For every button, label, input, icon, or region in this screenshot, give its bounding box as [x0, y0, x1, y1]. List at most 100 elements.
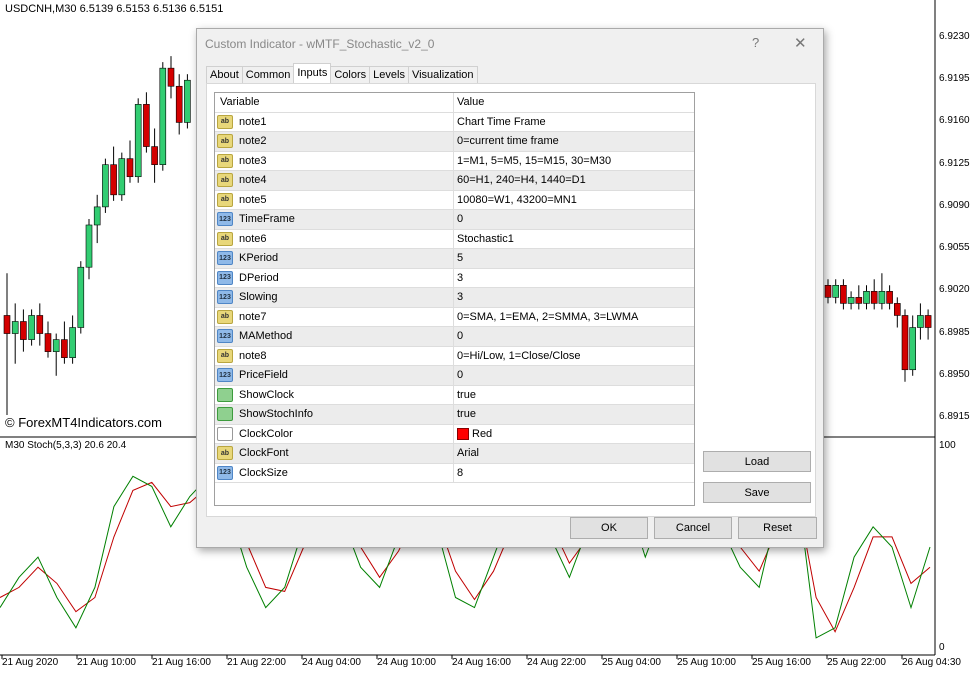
ok-button[interactable]: OK: [570, 517, 648, 539]
value-cell[interactable]: 0=Hi/Low, 1=Close/Close: [454, 350, 581, 362]
bear-candle: [110, 164, 117, 196]
number-type-icon: 123: [217, 251, 233, 266]
variable-name: note1: [239, 115, 267, 128]
bull-candle: [52, 339, 60, 352]
bull-candle: [832, 285, 840, 298]
table-row[interactable]: ab note1 Chart Time Frame: [215, 112, 694, 132]
value-text: Red: [472, 427, 493, 440]
table-row[interactable]: 123 TimeFrame 0: [215, 210, 694, 230]
bull-candle: [847, 297, 855, 304]
stoch-tick-label: 0: [939, 642, 945, 653]
table-row[interactable]: ShowStochInfo true: [215, 405, 694, 425]
number-type-icon: 123: [217, 329, 233, 344]
table-row[interactable]: ShowClock true: [215, 385, 694, 405]
save-button[interactable]: Save: [703, 482, 811, 503]
value-cell[interactable]: Red: [454, 427, 493, 440]
bull-candle: [909, 327, 917, 371]
variable-cell: ab note1: [215, 112, 454, 131]
table-row[interactable]: ab ClockFont Arial: [215, 444, 694, 464]
variable-name: ClockSize: [239, 466, 288, 479]
close-button[interactable]: ✕: [794, 35, 807, 52]
tab-inputs[interactable]: Inputs: [293, 63, 332, 83]
bull-candle: [917, 315, 924, 328]
variable-cell: 123 PriceField: [215, 366, 454, 385]
table-row[interactable]: 123 PriceField 0: [215, 366, 694, 386]
price-tick-label: 6.8985: [939, 326, 970, 338]
table-row[interactable]: ab note8 0=Hi/Low, 1=Close/Close: [215, 346, 694, 366]
value-text: 3: [457, 271, 464, 284]
value-cell[interactable]: true: [454, 408, 476, 420]
value-text: 60=H1, 240=H4, 1440=D1: [457, 174, 586, 187]
value-cell[interactable]: 0: [454, 369, 463, 381]
variable-name: note7: [239, 310, 267, 323]
tab-levels[interactable]: Levels: [369, 66, 409, 83]
variable-cell: ab note7: [215, 307, 454, 326]
bull-candle: [878, 291, 886, 304]
table-row[interactable]: ab note7 0=SMA, 1=EMA, 2=SMMA, 3=LWMA: [215, 307, 694, 327]
value-cell[interactable]: true: [454, 389, 476, 401]
value-text: 10080=W1, 43200=MN1: [457, 193, 577, 206]
price-tick-label: 6.9090: [939, 199, 970, 211]
value-cell[interactable]: 10080=W1, 43200=MN1: [454, 194, 577, 206]
variable-name: ClockFont: [239, 447, 289, 460]
text-type-icon: ab: [217, 134, 233, 149]
variable-cell: ab note3: [215, 151, 454, 170]
value-cell[interactable]: 5: [454, 252, 463, 264]
table-row[interactable]: 123 ClockSize 8: [215, 463, 694, 483]
table-row[interactable]: ab note4 60=H1, 240=H4, 1440=D1: [215, 171, 694, 191]
table-row[interactable]: 123 MAMethod 0: [215, 327, 694, 347]
variable-cell: ShowClock: [215, 385, 454, 404]
value-cell[interactable]: 0: [454, 330, 463, 342]
value-cell[interactable]: 1=M1, 5=M5, 15=M15, 30=M30: [454, 155, 611, 167]
variable-name: PriceField: [239, 369, 288, 382]
variable-cell: 123 ClockSize: [215, 463, 454, 482]
value-text: 0: [457, 369, 464, 382]
variable-name: note8: [239, 349, 267, 362]
tab-about[interactable]: About: [206, 66, 243, 83]
color-swatch[interactable]: [457, 427, 469, 440]
value-cell[interactable]: 8: [454, 467, 463, 479]
value-cell[interactable]: Chart Time Frame: [454, 116, 546, 128]
table-row[interactable]: ab note3 1=M1, 5=M5, 15=M15, 30=M30: [215, 151, 694, 171]
variable-cell: ClockColor: [215, 424, 454, 443]
bull-candle: [863, 291, 870, 304]
value-cell[interactable]: 3: [454, 272, 463, 284]
bull-candle: [93, 206, 101, 226]
price-tick-label: 6.8950: [939, 368, 970, 380]
value-text: Arial: [457, 447, 480, 460]
tab-common[interactable]: Common: [241, 66, 295, 83]
tab-visualization[interactable]: Visualization: [407, 66, 478, 83]
table-row[interactable]: ab note6 Stochastic1: [215, 229, 694, 249]
value-cell[interactable]: Stochastic1: [454, 233, 514, 245]
table-row[interactable]: ClockColor Red: [215, 424, 694, 444]
bear-candle: [143, 104, 150, 147]
help-button[interactable]: ?: [752, 35, 760, 50]
table-row[interactable]: 123 KPeriod 5: [215, 249, 694, 269]
bear-candle: [840, 285, 847, 304]
bear-candle: [151, 146, 158, 165]
value-cell[interactable]: Arial: [454, 447, 479, 459]
value-cell[interactable]: 0=current time frame: [454, 135, 559, 147]
price-tick-label: 6.9020: [939, 284, 970, 296]
load-button[interactable]: Load: [703, 451, 811, 472]
value-cell[interactable]: 0=SMA, 1=EMA, 2=SMMA, 3=LWMA: [454, 311, 638, 323]
value-text: 3: [457, 291, 464, 304]
variable-name: DPeriod: [239, 271, 279, 284]
table-row[interactable]: ab note5 10080=W1, 43200=MN1: [215, 190, 694, 210]
reset-button[interactable]: Reset: [738, 517, 817, 539]
table-row[interactable]: ab note2 0=current time frame: [215, 132, 694, 152]
tab-colors[interactable]: Colors: [330, 66, 371, 83]
variable-cell: 123 KPeriod: [215, 249, 454, 268]
price-tick-label: 6.9230: [939, 31, 970, 42]
column-value: Value: [457, 96, 485, 109]
number-type-icon: 123: [217, 290, 233, 305]
value-cell[interactable]: 3: [454, 291, 463, 303]
value-cell[interactable]: 60=H1, 240=H4, 1440=D1: [454, 174, 586, 186]
bear-candle: [886, 291, 893, 304]
value-cell[interactable]: 0: [454, 213, 463, 225]
cancel-button[interactable]: Cancel: [654, 517, 732, 539]
value-text: 0=SMA, 1=EMA, 2=SMMA, 3=LWMA: [457, 310, 639, 323]
table-row[interactable]: 123 Slowing 3: [215, 288, 694, 308]
table-row[interactable]: 123 DPeriod 3: [215, 268, 694, 288]
